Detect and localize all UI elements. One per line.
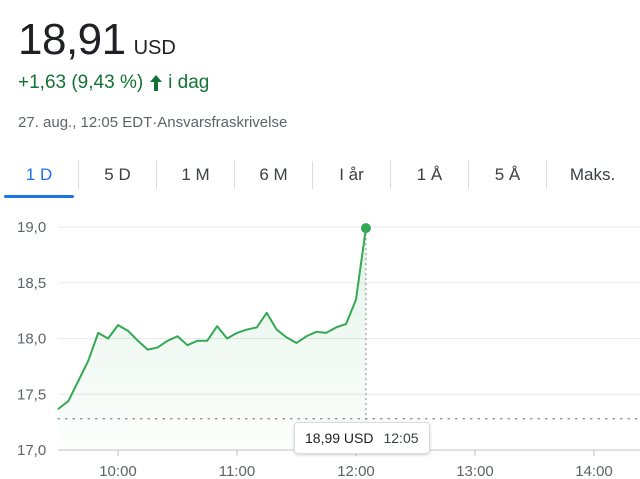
tab-1m[interactable]: 1 M: [181, 165, 210, 184]
tab-max[interactable]: Maks.: [569, 165, 616, 184]
current-price: 18,91: [18, 15, 126, 64]
y-tick-label: 18,5: [17, 275, 46, 292]
currency-label: USD: [133, 37, 176, 59]
tab-divider: [234, 161, 235, 189]
chart-canvas: 19,0 18,5 18,0 17,5 17,0 10:00 11:00 12:00 13:0…: [17, 219, 640, 479]
y-tick-label: 17,5: [17, 386, 46, 403]
quote-meta: 27. aug., 12:05 EDT · Ansvarsfraskrivels…: [18, 114, 287, 131]
tab-5y[interactable]: 5 Å: [494, 165, 521, 184]
x-tick-label: 14:00: [575, 463, 613, 479]
tab-divider: [312, 161, 313, 189]
arrow-up-icon: [150, 75, 163, 91]
tab-divider: [78, 161, 79, 189]
range-tabs: 1 D 5 D 1 M 6 M I år 1 Å 5 Å Maks.: [0, 158, 640, 198]
price-change: +1,63 (9,43 %) i dag: [18, 72, 209, 94]
chart-tooltip: 18,99 USD 12:05: [294, 422, 430, 454]
tab-divider: [546, 161, 547, 189]
y-tick-label: 19,0: [17, 219, 46, 236]
tab-ytd[interactable]: I år: [339, 165, 364, 184]
tab-1y[interactable]: 1 Å: [416, 165, 443, 184]
price-header: 18,91 USD: [18, 14, 176, 66]
y-tick-label: 18,0: [17, 331, 46, 348]
tooltip-price: 18,99 USD: [305, 430, 374, 446]
tab-divider: [156, 161, 157, 189]
x-tick-label: 13:00: [456, 463, 494, 479]
hover-point: [360, 223, 371, 234]
y-tick-label: 17,0: [17, 442, 46, 459]
series-area: [58, 228, 366, 450]
series-line: [57, 227, 367, 410]
tab-5d[interactable]: 5 D: [104, 165, 131, 184]
change-value: +1,63 (9,43 %): [18, 72, 144, 93]
tab-1d[interactable]: 1 D: [0, 158, 78, 198]
quote-timestamp: 27. aug., 12:05 EDT: [18, 114, 153, 131]
x-tick-label: 12:00: [337, 463, 375, 479]
disclaimer-link[interactable]: Ansvarsfraskrivelse: [157, 114, 288, 131]
x-tick-label: 10:00: [99, 463, 137, 479]
meta-separator: ·: [152, 114, 158, 131]
tab-6m[interactable]: 6 M: [259, 165, 288, 184]
tooltip-time: 12:05: [383, 430, 419, 446]
tab-divider: [468, 161, 469, 189]
price-chart[interactable]: 19,0 18,5 18,0 17,5 17,0 10:00 11:00 12:00 13:0…: [0, 200, 640, 479]
change-period: i dag: [168, 72, 210, 93]
tab-divider: [390, 161, 391, 189]
x-tick-label: 11:00: [219, 463, 255, 479]
